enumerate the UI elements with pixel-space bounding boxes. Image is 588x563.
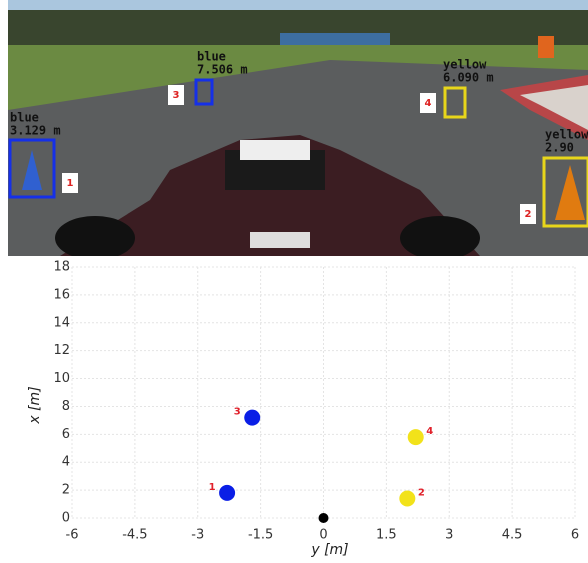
- point-label: 3: [234, 407, 241, 418]
- detection-id: 3: [173, 90, 180, 101]
- y-tick-label: 4: [62, 455, 70, 470]
- detection-class: yellow: [443, 58, 487, 72]
- point: [219, 484, 236, 501]
- id-box: [520, 204, 536, 224]
- y-tick-label: 0: [62, 511, 70, 526]
- id-box: [168, 85, 184, 105]
- x-tick-label: 1.5: [376, 528, 397, 543]
- cone: [555, 165, 585, 220]
- y-tick-label: 12: [53, 343, 70, 358]
- point: [399, 490, 416, 507]
- detection-class: yellow: [545, 128, 588, 142]
- detection-distance: 2.90: [545, 141, 574, 155]
- box: [443, 86, 467, 119]
- detection-overlays: 1 blue 3.129 m 2 yellow 2.90 3 blue 7.50…: [8, 50, 588, 228]
- y-tick-label: 18: [53, 260, 70, 275]
- detection-class: blue: [10, 111, 39, 125]
- detection-id: 4: [425, 98, 432, 109]
- y-tick-label: 16: [53, 287, 70, 302]
- point-label: 1: [209, 482, 216, 493]
- x-tick-label: 0: [319, 528, 327, 543]
- detection-class: blue: [197, 50, 226, 64]
- detection-distance: 3.129 m: [10, 124, 61, 138]
- x-tick-label: -6: [66, 528, 79, 543]
- point-label: 2: [418, 487, 425, 498]
- x-tick-label: -1.5: [248, 528, 273, 543]
- x-axis-label: y [m]: [310, 542, 348, 558]
- x-tick-label: -4.5: [122, 528, 147, 543]
- y-tick-label: 2: [62, 483, 70, 498]
- cone: [22, 150, 42, 190]
- point: [407, 429, 424, 446]
- x-tick-label: 4.5: [502, 528, 523, 543]
- y-tick-label: 6: [62, 427, 70, 442]
- id-box: [420, 93, 436, 113]
- x-tick-label: 3: [445, 528, 453, 543]
- point: [244, 409, 261, 426]
- camera-image: [8, 0, 588, 256]
- point: [318, 513, 329, 523]
- detection-id: 2: [525, 209, 532, 220]
- box: [194, 78, 214, 106]
- y-tick-label: 8: [62, 399, 70, 414]
- x-tick-label: -3: [191, 528, 204, 543]
- detection-distance: 7.506 m: [197, 63, 248, 77]
- y-tick-label: 14: [53, 315, 70, 330]
- detection-distance: 6.090 m: [443, 71, 494, 85]
- x-tick-label: 6: [571, 528, 579, 543]
- y-tick-label: 10: [53, 371, 70, 386]
- detection-id: 1: [67, 178, 74, 189]
- y-axis-label: x [m]: [27, 386, 43, 424]
- box: [8, 138, 56, 199]
- id-box: [62, 173, 78, 193]
- box: [542, 156, 588, 228]
- point-label: 4: [426, 426, 433, 437]
